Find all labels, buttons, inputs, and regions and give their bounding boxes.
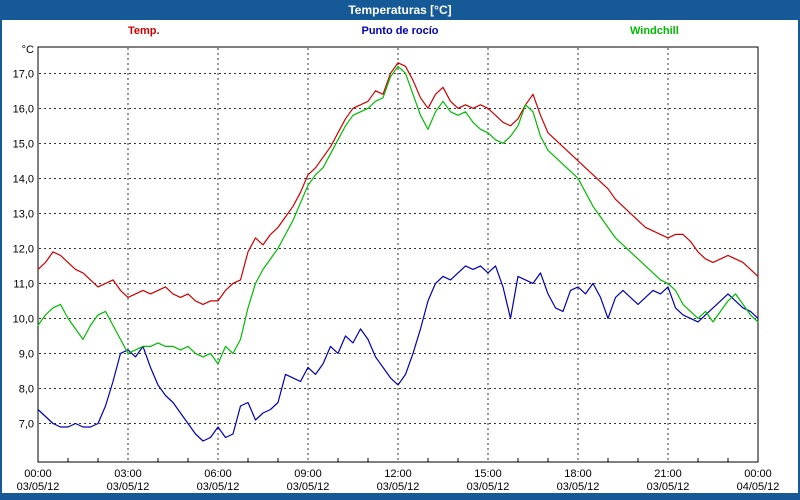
y-tick-label: 10,0	[13, 313, 34, 325]
y-tick-label: 17,0	[13, 68, 34, 80]
x-tick-time: 21:00	[654, 468, 682, 480]
legend-temp: Temp.	[128, 25, 160, 37]
x-tick-date: 03/05/12	[467, 481, 510, 492]
title-bar: Temperaturas [°C]	[0, 0, 800, 20]
y-tick-label: 14,0	[13, 173, 34, 185]
series-line-0	[37, 62, 759, 305]
plot-border	[37, 46, 759, 463]
y-tick-label: 9,0	[19, 348, 34, 360]
x-tick-date: 03/05/12	[557, 481, 600, 492]
y-tick-label: 12,0	[13, 243, 34, 255]
x-tick-time: 18:00	[564, 468, 592, 480]
x-tick-date: 03/05/12	[197, 481, 240, 492]
y-tick-label: 13,0	[13, 208, 34, 220]
x-tick-time: 15:00	[474, 468, 502, 480]
series-line-2	[37, 65, 759, 365]
y-tick-label: 11,0	[13, 278, 34, 290]
x-tick-time: 12:00	[384, 468, 412, 480]
x-tick-date: 03/05/12	[287, 481, 330, 492]
legend-dewpoint: Punto de rocío	[361, 25, 439, 37]
y-tick-label: 7,0	[19, 418, 34, 430]
series-line-1	[37, 265, 759, 442]
chart-legend: Temp. Punto de rocío Windchill	[0, 22, 800, 42]
bottom-bar	[0, 493, 800, 500]
window-border-right	[798, 20, 800, 500]
window-title: Temperaturas [°C]	[348, 3, 452, 17]
y-tick-label: 16,0	[13, 103, 34, 115]
window-border-left	[0, 20, 2, 500]
x-tick-time: 00:00	[744, 468, 772, 480]
x-tick-time: 03:00	[114, 468, 142, 480]
x-tick-date: 03/05/12	[647, 481, 690, 492]
x-tick-date: 03/05/12	[377, 481, 420, 492]
x-tick-date: 03/05/12	[17, 481, 60, 492]
y-axis-unit: °C	[22, 44, 34, 56]
x-tick-time: 00:00	[24, 468, 52, 480]
legend-windchill: Windchill	[630, 25, 679, 37]
x-tick-date: 04/05/12	[737, 481, 780, 492]
y-tick-label: 8,0	[19, 383, 34, 395]
y-tick-label: 15,0	[13, 138, 34, 150]
x-tick-date: 03/05/12	[107, 481, 150, 492]
x-tick-time: 06:00	[204, 468, 232, 480]
temperature-chart: 7,0 8,0 9,0 10,0 11,0 12,0 13,0 14,0 15,0 16,0 17,…	[13, 44, 780, 492]
x-tick-time: 09:00	[294, 468, 322, 480]
